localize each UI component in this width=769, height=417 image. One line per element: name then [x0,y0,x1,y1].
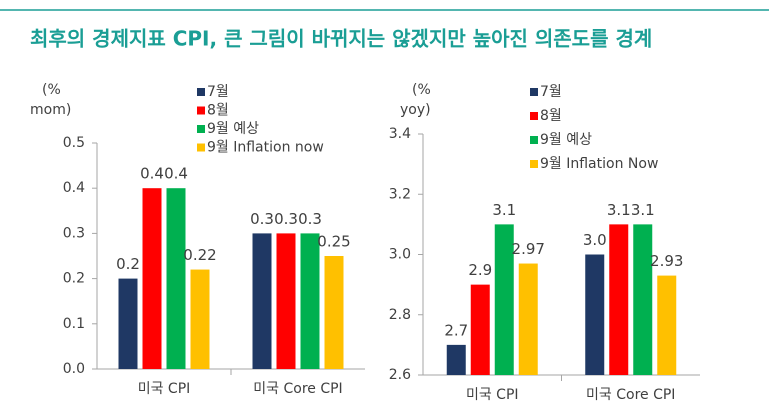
value-label: 0.22 [183,246,216,264]
bar [276,233,296,369]
y-tick-label: 0.0 [63,361,85,377]
legend-swatch [530,88,538,96]
legend-swatch [197,125,205,133]
legend-swatch [530,112,538,120]
y-axis-label: yoy) [400,102,431,118]
x-tick-label: 미국 CPI [138,381,191,397]
y-tick-label: 0.5 [63,135,85,151]
x-tick-label: 미국 Core CPI [253,381,342,397]
legend-label: 7월 [540,84,562,100]
x-tick-label: 미국 CPI [466,387,519,403]
value-label: 0.3 [274,210,298,228]
x-tick-label: 미국 Core CPI [586,387,675,403]
bar [470,284,490,375]
value-label: 2.97 [512,240,545,258]
bar [166,188,186,369]
value-label: 2.93 [650,252,683,270]
y-tick-label: 0.2 [63,271,85,287]
value-label: 0.3 [298,210,322,228]
bar [609,224,629,375]
y-axis-label: (% [412,82,431,98]
legend-label: 8월 [207,103,229,119]
y-tick-label: 2.8 [389,307,411,323]
y-tick-label: 3.4 [389,126,411,142]
y-tick-label: 2.6 [389,367,411,383]
value-label: 0.3 [250,210,274,228]
legend-label: 7월 [207,84,229,100]
bar [657,275,677,375]
legend-swatch [530,160,538,168]
legend-label: 9월 예상 [207,121,259,137]
y-axis-label: mom) [30,102,71,118]
bar [633,224,653,375]
bar [324,256,344,369]
y-tick-label: 0.1 [63,316,85,332]
bar [190,269,210,369]
page-title: 최후의 경제지표 CPI, 큰 그림이 바뀌지는 않겠지만 높아진 의존도를 경… [30,27,652,51]
bar [518,263,538,375]
y-tick-label: 3.2 [389,186,411,202]
y-axis-label: (% [42,82,61,98]
bar [118,278,138,369]
value-label: 0.25 [317,233,350,251]
value-label: 0.4 [140,165,164,183]
legend-swatch [197,106,205,115]
value-label: 0.4 [164,165,188,183]
legend-swatch [197,143,205,152]
legend-label: 9월 Inflation now [207,140,324,156]
y-tick-label: 0.3 [63,225,85,241]
value-label: 0.2 [116,255,140,273]
value-label: 2.9 [468,261,492,279]
value-label: 2.7 [444,321,468,339]
bar [300,233,320,369]
value-label: 3.1 [607,201,631,219]
bar [446,344,466,375]
legend-swatch [530,136,538,144]
value-label: 3.0 [583,231,607,249]
bar [252,233,272,369]
bar [142,188,162,369]
value-label: 3.1 [631,201,655,219]
y-tick-label: 0.4 [63,180,85,196]
legend-label: 9월 예상 [540,132,592,148]
value-label: 3.1 [492,201,516,219]
bar [494,224,514,375]
legend-label: 9월 Inflation Now [540,156,658,172]
legend-swatch [197,88,205,96]
y-tick-label: 3.0 [389,247,411,263]
legend-label: 8월 [540,108,562,124]
bar [585,254,605,375]
